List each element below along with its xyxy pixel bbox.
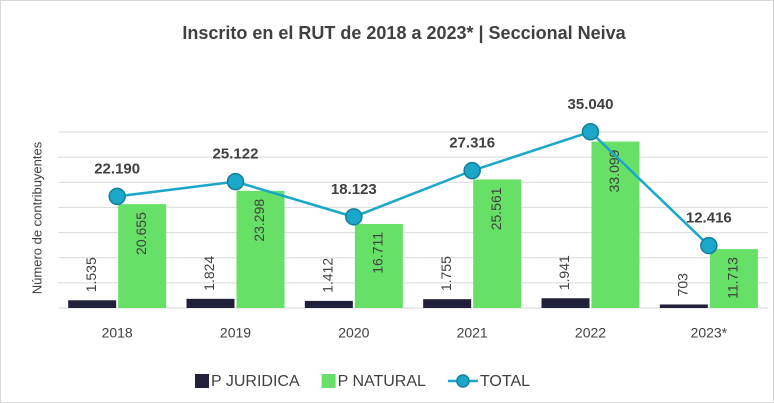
bar xyxy=(304,300,353,308)
line-marker xyxy=(581,123,600,141)
legend-swatch xyxy=(456,374,470,388)
data-label: 1.412 xyxy=(320,258,336,293)
line-marker xyxy=(700,236,718,255)
bar xyxy=(541,298,590,308)
x-tick-label: 2019 xyxy=(220,325,251,341)
chart-title: Inscrito en el RUT de 2018 a 2023* | Sec… xyxy=(182,23,626,43)
data-label: 22.190 xyxy=(94,160,140,177)
data-label: 11.713 xyxy=(725,257,741,299)
data-label: 1.755 xyxy=(438,256,454,291)
data-label: 23.298 xyxy=(251,199,267,242)
bar xyxy=(354,223,403,308)
bar xyxy=(236,190,285,308)
legend-swatch xyxy=(195,374,209,388)
bar xyxy=(659,304,708,308)
bar xyxy=(709,249,758,308)
data-label: 20.655 xyxy=(133,212,149,255)
data-label: 12.416 xyxy=(686,210,732,227)
line-marker xyxy=(345,208,363,226)
x-tick-label: 2023* xyxy=(691,325,728,341)
data-label: 35.040 xyxy=(568,96,614,113)
data-label: 18.123 xyxy=(331,181,377,198)
data-label: 703 xyxy=(675,273,691,297)
bar xyxy=(473,179,522,308)
x-tick-label: 2021 xyxy=(457,325,488,341)
line-marker xyxy=(226,172,245,191)
legend-label: TOTAL xyxy=(480,373,530,390)
line xyxy=(117,130,710,247)
data-label: 25.561 xyxy=(488,187,504,230)
legend-label: P NATURAL xyxy=(338,373,426,390)
y-axis-label: Número de contribuyentes xyxy=(29,141,44,294)
x-tick-label: 2022 xyxy=(575,325,606,341)
legend-label: P JURIDICA xyxy=(211,373,300,390)
legend-swatch xyxy=(321,374,336,388)
bar xyxy=(68,300,117,308)
data-label: 1.824 xyxy=(201,256,217,291)
bar xyxy=(423,299,472,308)
bar xyxy=(186,298,235,308)
data-label: 1.535 xyxy=(83,257,99,292)
x-tick-label: 2020 xyxy=(338,325,369,341)
x-tick-label: 2018 xyxy=(102,325,133,341)
bar xyxy=(591,141,640,308)
data-label: 16.711 xyxy=(370,232,386,274)
data-label: 27.316 xyxy=(449,135,495,152)
line-marker xyxy=(463,161,481,180)
bar xyxy=(118,204,167,308)
data-label: 1.941 xyxy=(556,255,572,290)
data-label: 25.122 xyxy=(213,146,259,163)
line-marker xyxy=(108,187,126,206)
